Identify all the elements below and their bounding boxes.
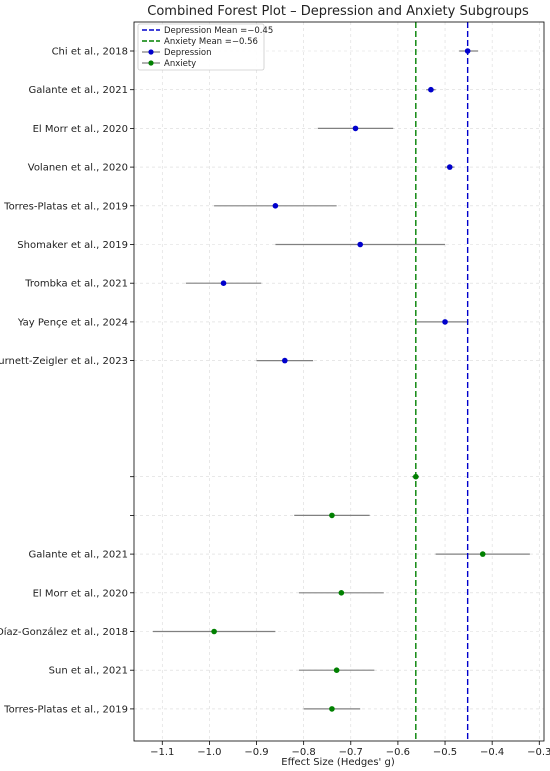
x-tick-label: −0.7: [339, 747, 363, 758]
x-tick-label: −0.6: [386, 747, 410, 758]
x-tick-label: −0.4: [480, 747, 504, 758]
legend-label: Depression: [164, 48, 212, 58]
study-label: Trombka et al., 2021: [24, 279, 128, 290]
x-tick-label: −0.3: [527, 747, 550, 758]
x-axis: −1.1 −1.0 −0.9 −0.8 −0.7 −0.6 −0.5 −0.4 −0.3: [150, 741, 550, 758]
effect-point: [333, 667, 340, 673]
grid: [134, 22, 544, 741]
study-label: Chi et al., 2018: [52, 47, 128, 58]
legend-label: Anxiety Mean =−0.56: [164, 37, 258, 47]
study-label: El Morr et al., 2020: [33, 588, 128, 599]
y-axis: Chi et al., 2018 Galante et al., 2021 El M…: [0, 47, 134, 715]
legend-point-swatch: [148, 60, 154, 66]
x-tick-label: −0.9: [244, 747, 268, 758]
study-label: Díaz-González et al., 2018: [0, 626, 128, 638]
study-label: Volanen et al., 2020: [28, 163, 128, 174]
x-tick-label: −0.5: [433, 747, 457, 758]
effect-point: [329, 512, 335, 519]
effect-point: [352, 125, 359, 132]
legend-box: [137, 23, 265, 71]
legend-label: Anxiety: [164, 59, 196, 69]
effect-point: [272, 203, 279, 209]
effect-point: [464, 48, 471, 54]
effect-point: [338, 590, 345, 596]
effect-point: [329, 706, 335, 712]
effect-points: [211, 48, 486, 712]
effect-point: [220, 280, 227, 287]
study-label: Torres-Platas et al., 2019: [3, 704, 128, 715]
effect-point: [442, 319, 448, 325]
effect-point: [428, 86, 434, 93]
study-label: Galante et al., 2021: [28, 550, 128, 561]
effect-point: [282, 357, 288, 364]
study-label: Yay Pençe et al., 2024: [17, 317, 128, 328]
x-tick-label: −1.0: [197, 747, 221, 758]
reference-lines: [415, 22, 469, 741]
effect-point: [479, 551, 486, 557]
x-axis-label: Effect Size (Hedges' g): [281, 757, 395, 768]
x-tick-label: −0.8: [292, 747, 316, 758]
effect-point: [357, 241, 364, 248]
effect-point: [446, 164, 453, 170]
legend-point-swatch: [148, 49, 154, 55]
legend-label: Depression Mean =−0.45: [164, 26, 273, 36]
study-label: Galante et al., 2021: [28, 85, 128, 96]
chart-title: Combined Forest Plot – Depression and An…: [147, 4, 529, 19]
study-label: Shomaker et al., 2019: [17, 240, 128, 251]
x-tick-label: −1.1: [150, 747, 174, 758]
study-label: El Morr et al., 2020: [33, 124, 128, 135]
effect-point: [211, 628, 217, 635]
plot-frame: [133, 21, 545, 742]
effect-point: [413, 473, 419, 480]
study-label: Burnett-Zeigler et al., 2023: [0, 356, 128, 367]
study-label: Torres-Platas et al., 2019: [3, 201, 128, 212]
study-label: Sun et al., 2021: [49, 666, 128, 677]
